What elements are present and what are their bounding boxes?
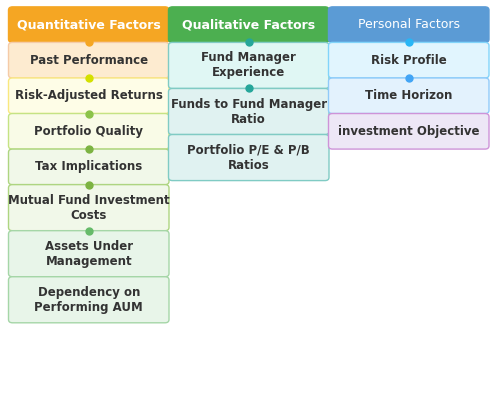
FancyBboxPatch shape — [8, 149, 169, 185]
FancyBboxPatch shape — [328, 7, 489, 42]
FancyBboxPatch shape — [8, 231, 169, 277]
Text: Assets Under
Management: Assets Under Management — [44, 240, 133, 268]
FancyBboxPatch shape — [8, 114, 169, 149]
Text: Time Horizon: Time Horizon — [365, 89, 452, 102]
Text: Qualitative Factors: Qualitative Factors — [182, 18, 316, 31]
FancyBboxPatch shape — [328, 42, 489, 78]
FancyBboxPatch shape — [8, 277, 169, 323]
FancyBboxPatch shape — [8, 78, 169, 114]
Text: Portfolio P/E & P/B
Ratios: Portfolio P/E & P/B Ratios — [188, 143, 310, 172]
FancyBboxPatch shape — [328, 78, 489, 114]
FancyBboxPatch shape — [168, 7, 329, 42]
Text: Risk Profile: Risk Profile — [371, 54, 446, 67]
Text: Past Performance: Past Performance — [30, 54, 148, 67]
Text: Fund Manager
Experience: Fund Manager Experience — [202, 51, 296, 80]
Text: Funds to Fund Manager
Ratio: Funds to Fund Manager Ratio — [170, 97, 327, 126]
Text: Risk-Adjusted Returns: Risk-Adjusted Returns — [15, 89, 163, 102]
Text: Quantitative Factors: Quantitative Factors — [17, 18, 161, 31]
FancyBboxPatch shape — [168, 88, 329, 135]
FancyBboxPatch shape — [168, 135, 329, 181]
Text: Mutual Fund Investment
Costs: Mutual Fund Investment Costs — [8, 194, 170, 222]
Text: Dependency on
Performing AUM: Dependency on Performing AUM — [34, 286, 143, 314]
FancyBboxPatch shape — [168, 42, 329, 88]
Text: Personal Factors: Personal Factors — [358, 18, 460, 31]
Text: Tax Implications: Tax Implications — [35, 160, 142, 173]
Text: Portfolio Quality: Portfolio Quality — [34, 125, 144, 138]
Text: investment Objective: investment Objective — [338, 125, 480, 138]
FancyBboxPatch shape — [8, 7, 169, 42]
FancyBboxPatch shape — [328, 114, 489, 149]
FancyBboxPatch shape — [8, 42, 169, 78]
FancyBboxPatch shape — [8, 185, 169, 231]
